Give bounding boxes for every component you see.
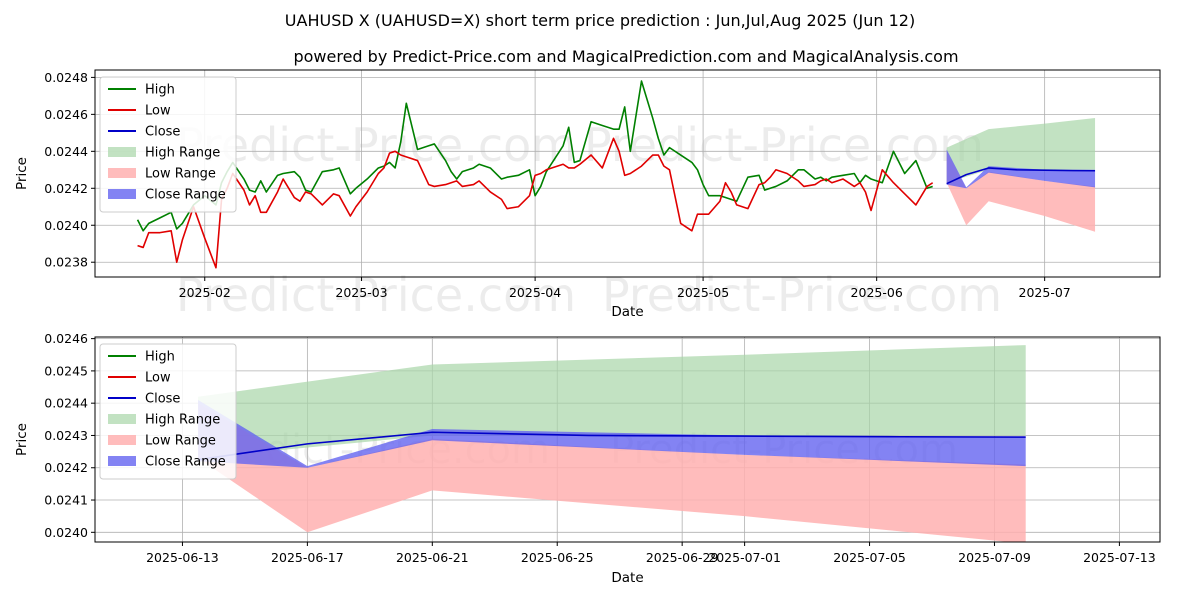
legend-label: Low Range [145, 167, 216, 182]
legend: High Low Close High Range Low Range Close Ran… [99, 343, 237, 480]
y-tick-label: 0.0242 [44, 460, 88, 475]
close-range-band [946, 149, 1096, 189]
x-axis-label: Date [611, 304, 643, 320]
legend-swatch-low-range [108, 435, 136, 445]
axes-frame [94, 336, 1161, 543]
chart-title: UAHUSD X (UAHUSD=X) short term price pre… [285, 11, 915, 30]
y-tick-label: 0.0241 [44, 493, 88, 508]
legend: High Low Close High Range Low Range Close Ran… [99, 76, 237, 213]
x-tick-label: 2025-02 [179, 285, 231, 300]
y-tick-label: 0.0238 [44, 255, 88, 270]
y-tick-label: 0.0248 [44, 70, 88, 85]
x-tick-label: 2025-06-25 [521, 550, 594, 565]
legend-swatch-low-range [108, 168, 136, 178]
y-tick-label: 0.0242 [44, 181, 88, 196]
legend-label: High Range [145, 413, 220, 428]
x-tick-label: 2025-06-13 [146, 550, 219, 565]
close-range-band [198, 399, 1026, 468]
legend-label: Close [145, 392, 180, 407]
x-tick-label: 2025-06 [851, 285, 903, 300]
y-tick-label: 0.0246 [44, 331, 88, 346]
low-range-band [946, 151, 1096, 232]
x-tick-label: 2025-07-09 [958, 550, 1031, 565]
low-line [137, 137, 934, 269]
plot-area [197, 345, 1026, 542]
y-axis-label: Price [14, 157, 30, 190]
legend-label: High [145, 350, 175, 365]
legend-swatch-close-range [108, 189, 136, 199]
x-tick-label: 2025-06-29 [646, 550, 719, 565]
close-line [197, 431, 1026, 461]
x-tick-label: 2025-06-17 [271, 550, 344, 565]
high-range-band [946, 118, 1096, 183]
legend-swatch-high-range [108, 147, 136, 157]
legend-label: High [145, 83, 175, 98]
close-line [946, 167, 1096, 185]
legend-label: High Range [145, 146, 220, 161]
high-range-band [198, 345, 1026, 459]
x-tick-label: 2025-05 [677, 285, 729, 300]
legend-swatch-close-range [108, 456, 136, 466]
y-tick-label: 0.0245 [44, 363, 88, 378]
x-axis-label: Date [611, 570, 643, 586]
plot-area [136, 80, 1096, 269]
grid-lines [95, 70, 1160, 277]
zoomed-forecast-panel: Predict-Price.comPredict-Price.com2025-0… [14, 331, 1161, 586]
legend-label: Low [145, 104, 171, 119]
chart-subtitle: powered by Predict-Price.com and Magical… [293, 47, 958, 66]
y-tick-label: 0.0246 [44, 107, 88, 122]
x-tick-label: 2025-07 [1019, 285, 1071, 300]
x-tick-label: 2025-07-01 [708, 550, 781, 565]
watermark-text: Predict-Price.com [176, 118, 576, 172]
x-tick-label: 2025-04 [509, 285, 561, 300]
y-tick-label: 0.0244 [44, 396, 88, 411]
x-tick-label: 2025-07-13 [1083, 550, 1156, 565]
y-tick-label: 0.0240 [44, 218, 88, 233]
y-axis-label: Price [14, 423, 30, 456]
legend-label: Close Range [145, 455, 226, 470]
low-range-band [198, 403, 1026, 542]
y-tick-label: 0.0244 [44, 144, 88, 159]
legend-label: Low [145, 371, 171, 386]
legend-label: Close Range [145, 188, 226, 203]
y-tick-label: 0.0240 [44, 525, 88, 540]
axes-frame [94, 69, 1161, 278]
legend-swatch-high-range [108, 414, 136, 424]
x-tick-label: 2025-07-05 [833, 550, 906, 565]
legend-label: Close [145, 125, 180, 140]
y-tick-label: 0.0243 [44, 428, 88, 443]
legend-label: Low Range [145, 434, 216, 449]
x-tick-label: 2025-06-21 [396, 550, 469, 565]
x-tick-label: 2025-03 [335, 285, 387, 300]
main-price-panel: Predict-Price.com Predict-Price.comPredic… [14, 69, 1161, 322]
watermark-text: Predict-Price.com [602, 268, 1002, 322]
